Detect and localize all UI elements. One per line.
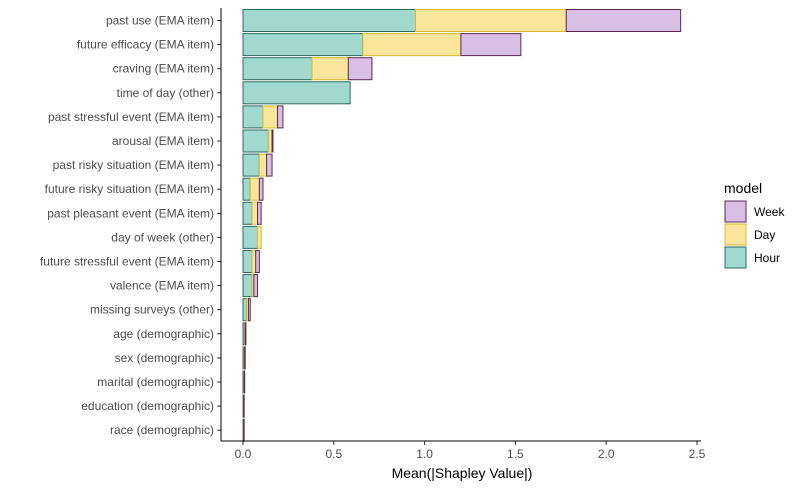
bar-day-6 (258, 153, 268, 177)
legend-key-hour (724, 246, 747, 269)
bar-day-7 (249, 177, 260, 201)
x-tick-label: 2.0 (598, 447, 615, 461)
category-label: future efficacy (EMA item) (77, 38, 214, 52)
category-labels: past use (EMA item) future efficacy (EMA … (40, 14, 221, 437)
bar-hour-7 (242, 177, 251, 201)
bar-hour-5 (242, 129, 269, 153)
category-label: arousal (EMA item) (112, 134, 214, 148)
bar-day-9 (257, 225, 262, 249)
bar-hour-0 (242, 9, 417, 32)
bar-week-13 (244, 322, 247, 346)
category-label: future stressful event (EMA item) (40, 255, 214, 269)
legend-title: model (724, 180, 762, 196)
bar-week-16 (243, 394, 245, 418)
category-label: age (demographic) (113, 327, 214, 341)
bar-hour-12 (242, 298, 248, 322)
bar-hour-4 (242, 105, 264, 129)
x-axis-title: Mean(|Shapley Value|) (392, 465, 533, 481)
legend-label-hour: Hour (754, 251, 780, 265)
bar-week-6 (266, 153, 273, 177)
bar-day-4 (262, 105, 279, 129)
bar-week-0 (565, 9, 682, 32)
x-tick-label: 1.0 (416, 447, 433, 461)
legend-key-day (724, 223, 747, 246)
bar-hour-3 (242, 81, 351, 105)
category-label: past risky situation (EMA item) (53, 158, 214, 172)
legend-label-week: Week (754, 205, 785, 219)
x-tick-label: 0.5 (325, 447, 342, 461)
bar-day-8 (251, 201, 259, 225)
bar-day-10 (251, 250, 257, 273)
category-label: time of day (other) (117, 86, 214, 100)
category-label: missing surveys (other) (90, 303, 214, 317)
category-label: day of week (other) (111, 230, 214, 244)
bar-hour-8 (242, 201, 253, 225)
bar-day-0 (415, 9, 567, 32)
bar-week-10 (255, 250, 260, 273)
bars-group (242, 9, 682, 442)
bar-week-2 (347, 57, 373, 81)
bar-week-15 (243, 370, 246, 394)
x-tick-label: 0.0 (235, 447, 252, 461)
legend-label-day: Day (754, 228, 775, 242)
bar-week-7 (258, 177, 264, 201)
bar-hour-1 (242, 33, 364, 57)
category-label: marital (demographic) (97, 375, 214, 389)
bar-hour-9 (242, 225, 259, 249)
bar-week-4 (277, 105, 284, 129)
category-label: future risky situation (EMA item) (45, 182, 214, 196)
legend: model Week Day Hour (724, 180, 785, 269)
bar-week-12 (247, 298, 251, 322)
bar-day-5 (267, 129, 273, 153)
category-label: past stressful event (EMA item) (48, 110, 214, 124)
bar-hour-10 (242, 250, 253, 273)
x-tick-label: 2.5 (689, 447, 706, 461)
category-label: race (demographic) (110, 423, 214, 437)
bar-day-2 (311, 57, 349, 81)
bar-week-14 (244, 346, 246, 370)
bar-week-17 (243, 418, 245, 442)
bar-week-1 (460, 33, 522, 57)
bar-hour-6 (242, 153, 260, 177)
category-label: past use (EMA item) (106, 14, 214, 28)
bar-week-11 (253, 274, 259, 298)
category-label: past pleasant event (EMA item) (47, 206, 214, 220)
x-axis-ticks: 0.0 0.5 1.0 1.5 2.0 2.5 (235, 441, 706, 461)
legend-key-week (724, 200, 747, 223)
category-label: education (demographic) (81, 399, 214, 413)
bar-hour-11 (242, 274, 253, 298)
x-tick-label: 1.5 (507, 447, 524, 461)
bar-week-8 (257, 201, 262, 225)
bar-hour-2 (242, 57, 313, 81)
category-label: craving (EMA item) (113, 62, 214, 76)
bar-day-1 (362, 33, 462, 57)
category-label: sex (demographic) (115, 351, 214, 365)
bar-week-5 (271, 129, 274, 153)
category-label: valence (EMA item) (110, 279, 214, 293)
